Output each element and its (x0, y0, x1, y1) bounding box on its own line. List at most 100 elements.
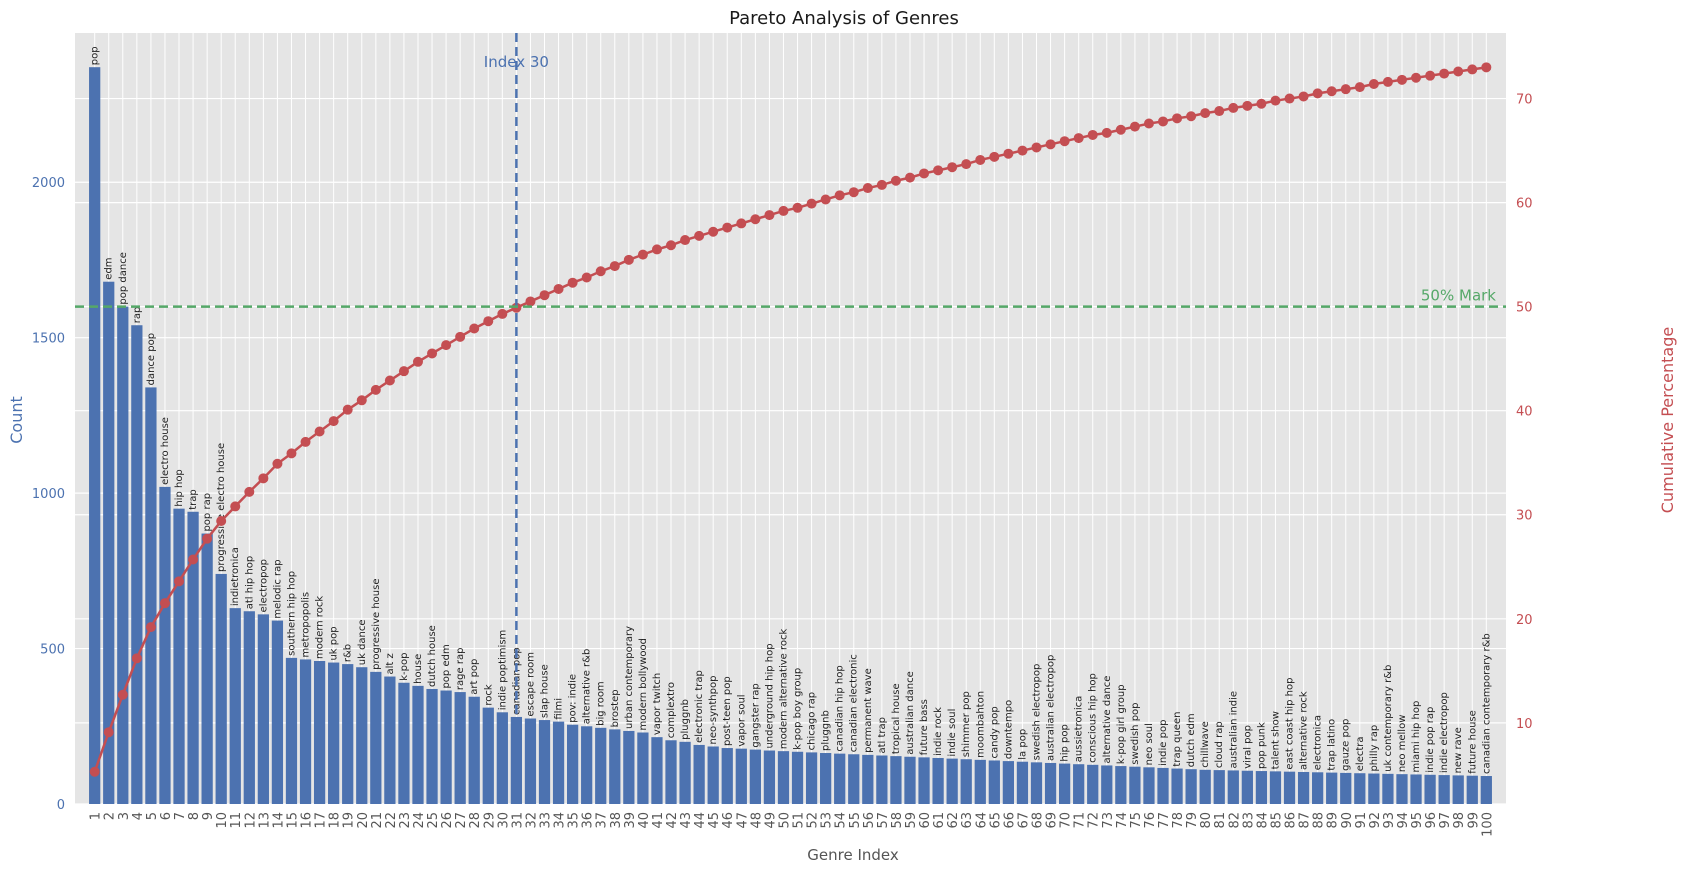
cumulative-point (159, 598, 170, 609)
bar (1101, 765, 1113, 804)
plot-background (75, 33, 1506, 804)
x-tick: 5 (145, 812, 160, 820)
bar-genre-label: indie pop rap (1425, 707, 1436, 773)
bar (187, 511, 199, 804)
cumulative-point (919, 168, 930, 179)
bar (524, 718, 537, 804)
x-tick: 58 (890, 812, 905, 829)
cumulative-point (469, 323, 480, 334)
bar-genre-label: vapor soul (736, 694, 747, 746)
bar (1382, 773, 1394, 804)
bar-genre-label: electropop (258, 559, 269, 612)
bar (1185, 769, 1197, 804)
cumulative-point (1214, 106, 1225, 117)
bar-genre-label: pop edm (441, 644, 452, 688)
bar-genre-label: la pop (1017, 729, 1028, 760)
y-axis-label-left: Count (7, 396, 26, 444)
cumulative-point (398, 366, 409, 377)
bar-genre-label: candy pop (989, 706, 1000, 758)
bar-genre-label: uk dance (357, 619, 368, 665)
y-tick-right: 60 (1516, 197, 1533, 212)
bar-genre-label: new rave (1453, 727, 1464, 773)
bar-genre-label: australian dance (905, 671, 916, 755)
bar-genre-label: neo soul (1144, 723, 1155, 765)
cumulative-point (680, 235, 691, 246)
bar (440, 690, 452, 804)
x-tick: 84 (1255, 812, 1270, 829)
cumulative-point (145, 622, 156, 633)
cumulative-point (455, 331, 466, 342)
x-tick: 55 (848, 812, 863, 829)
bar (510, 716, 523, 804)
bar (749, 749, 761, 804)
x-tick: 17 (314, 812, 329, 829)
bar (1213, 770, 1225, 804)
cumulative-point (89, 766, 100, 777)
bar (1396, 774, 1408, 804)
x-tick: 16 (300, 812, 315, 829)
bar (1326, 772, 1338, 804)
cumulative-point (1172, 113, 1183, 124)
bar-genre-label: cloud rap (1214, 721, 1225, 768)
bar (1269, 771, 1282, 804)
x-tick: 15 (285, 812, 300, 829)
bar (131, 325, 143, 804)
cumulative-point (1045, 139, 1056, 150)
x-tick: 79 (1185, 812, 1200, 829)
x-tick: 20 (356, 812, 371, 829)
cumulative-point (103, 727, 114, 738)
cumulative-point (778, 205, 789, 216)
bar-genre-label: melodic rap (272, 559, 283, 618)
cumulative-point (834, 190, 845, 201)
y-tick-right: 70 (1516, 93, 1533, 108)
x-tick: 91 (1354, 812, 1369, 829)
cumulative-point (1326, 86, 1337, 97)
bar (581, 726, 593, 804)
bar (243, 611, 255, 804)
x-tick: 35 (567, 812, 582, 829)
x-tick: 68 (1030, 812, 1045, 829)
bar (988, 760, 1000, 804)
cumulative-point (623, 254, 634, 265)
cumulative-point (1129, 121, 1140, 132)
x-tick: 45 (707, 812, 722, 829)
bar-genre-label: urban contemporary (624, 626, 635, 729)
bar (313, 660, 326, 804)
bar (552, 721, 565, 804)
x-tick: 44 (693, 812, 708, 829)
bar-genre-label: electronic trap (694, 670, 705, 743)
bar-genre-label: miami hip hop (1411, 701, 1422, 773)
x-tick: 13 (257, 812, 272, 829)
bar (693, 744, 705, 804)
x-tick: 74 (1115, 812, 1130, 829)
x-tick: 28 (468, 812, 483, 829)
x-tick: 49 (763, 812, 778, 829)
bar (566, 724, 579, 804)
x-tick: 99 (1466, 812, 1481, 829)
bar-genre-label: rock (483, 684, 494, 706)
cumulative-point (1425, 70, 1436, 81)
x-tick: 24 (412, 812, 427, 829)
cumulative-point (174, 576, 185, 587)
cumulative-point (708, 226, 719, 237)
cumulative-point (117, 689, 128, 700)
cumulative-point (1368, 78, 1379, 89)
bar (876, 755, 888, 804)
bar-genre-label: brostep (610, 689, 621, 727)
x-tick: 38 (609, 812, 624, 829)
bar (1044, 762, 1057, 804)
bar (763, 750, 776, 804)
cumulative-point (722, 222, 733, 233)
bar (538, 720, 551, 804)
bar (960, 759, 972, 804)
cumulative-point (947, 162, 958, 173)
bar-genre-label: dance pop (146, 333, 157, 385)
bar (145, 387, 157, 804)
bar (721, 748, 733, 804)
cumulative-point (1242, 100, 1253, 111)
x-tick: 9 (201, 812, 216, 820)
bar (1115, 766, 1127, 804)
bar (229, 608, 241, 804)
x-tick: 76 (1143, 812, 1158, 829)
